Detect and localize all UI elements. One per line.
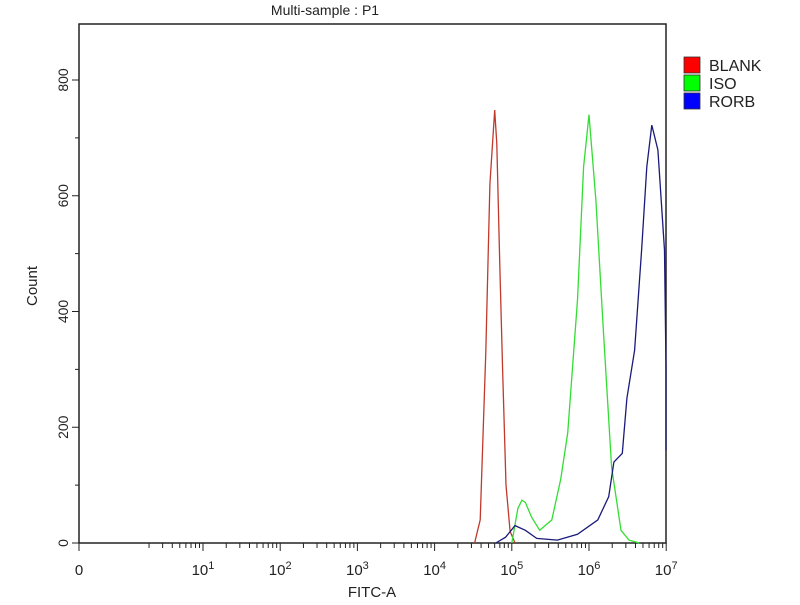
x-tick-label: 102 [269, 560, 292, 579]
x-tick-exponent: 1 [208, 560, 214, 572]
legend-swatch-iso [683, 74, 701, 92]
x-tick-base: 10 [192, 562, 209, 579]
legend-label-blank: BLANK [709, 58, 762, 75]
x-tick-base: 0 [75, 562, 83, 579]
y-axis: 0 200 400 600 800 [55, 68, 79, 547]
x-tick-exponent: 6 [594, 560, 600, 572]
series-line-blank [473, 110, 516, 544]
x-tick-exponent: 3 [363, 560, 369, 572]
x-tick-exponent: 4 [440, 560, 446, 572]
x-tick-exponent: 7 [671, 560, 677, 572]
x-tick-base: 10 [655, 562, 672, 579]
y-axis-label: Count [24, 265, 41, 306]
x-tick-exponent: 5 [517, 560, 523, 572]
x-tick-label: 103 [346, 560, 369, 579]
x-tick-label: 107 [655, 560, 678, 579]
legend-swatch-rorb [683, 92, 701, 110]
y-tick-label: 200 [55, 415, 71, 439]
x-tick-base: 10 [500, 562, 517, 579]
plot-frame [78, 23, 667, 544]
x-tick-label: 104 [423, 560, 446, 579]
y-tick-label: 0 [55, 539, 71, 547]
x-tick-exponent: 2 [285, 560, 291, 572]
series-line-rorb [495, 124, 667, 544]
x-axis: 0 101 102 103 104 105 106 107 [75, 543, 678, 579]
legend-label-rorb: RORB [709, 94, 755, 111]
x-tick-label: 105 [500, 560, 523, 579]
x-tick-base: 10 [578, 562, 595, 579]
series-group [473, 110, 667, 544]
chart-title: Multi-sample : P1 [271, 2, 379, 18]
x-tick-label: 106 [578, 560, 601, 579]
series-line-iso [511, 114, 640, 544]
x-tick-label: 0 [75, 562, 83, 579]
y-tick-label: 800 [55, 68, 71, 92]
x-axis-label: FITC-A [348, 584, 396, 600]
y-tick-label: 600 [55, 184, 71, 208]
x-tick-base: 10 [423, 562, 440, 579]
legend-swatch-blank [683, 56, 701, 74]
x-tick-base: 10 [346, 562, 363, 579]
legend-label-iso: ISO [709, 76, 737, 93]
x-tick-label: 101 [192, 560, 215, 579]
x-tick-base: 10 [269, 562, 286, 579]
y-tick-label: 400 [55, 300, 71, 324]
